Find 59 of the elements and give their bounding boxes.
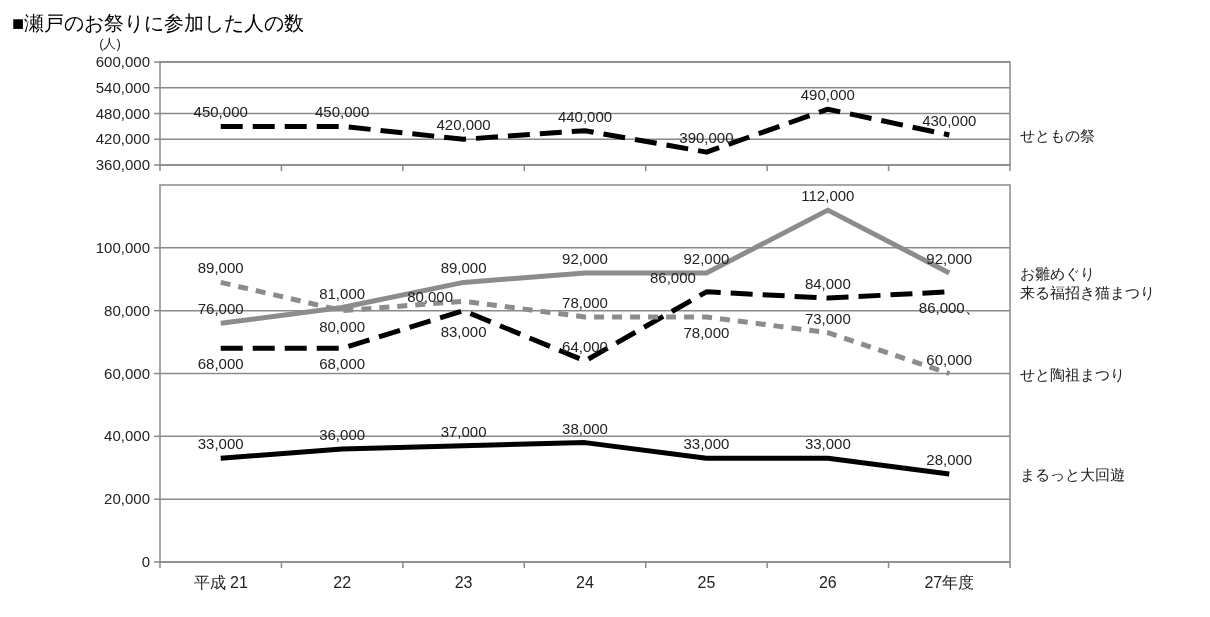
y-tick-label: 0	[141, 553, 150, 570]
y-tick-label: 540,000	[95, 78, 150, 96]
text: 来る福招き猫まつり	[1020, 283, 1155, 301]
data-label: 490,000	[800, 86, 855, 104]
data-label: 440,000	[557, 107, 613, 125]
data-label: 92,000	[683, 249, 730, 267]
x-tick-label: 24	[576, 574, 594, 591]
y-tick-label: 60,000	[104, 364, 150, 382]
text: まるっと大回遊	[1020, 466, 1125, 484]
text: せと陶祖まつり	[1020, 365, 1125, 383]
data-label: 78,000	[562, 293, 608, 311]
data-label: 38,000	[562, 419, 608, 437]
data-label: 86,000、	[918, 298, 980, 316]
text: せともの祭	[1020, 126, 1095, 144]
y-tick-label: 360,000	[95, 156, 150, 173]
data-label: 33,000	[683, 435, 730, 453]
data-label: 450,000	[193, 103, 248, 121]
x-tick-label: 23	[454, 574, 473, 591]
data-label: 36,000	[319, 425, 366, 443]
data-label: 80,000	[319, 317, 366, 335]
data-label: 430,000	[922, 111, 977, 129]
data-label: 420,000	[436, 116, 491, 134]
y-tick-label: 80,000	[104, 301, 150, 319]
data-label: 112,000	[801, 187, 855, 205]
y-axis-title: (人)	[99, 36, 121, 51]
data-label: 86,000	[649, 268, 696, 286]
data-label: 84,000	[804, 275, 851, 293]
y-tick-label: 480,000	[95, 104, 150, 122]
y-tick-label: 100,000	[95, 238, 150, 256]
x-tick-label: 25	[697, 574, 716, 591]
data-label: 76,000	[197, 300, 244, 318]
x-tick-label: 27年度	[924, 574, 975, 591]
data-label: 89,000	[440, 259, 487, 277]
data-label: 390,000	[679, 129, 734, 147]
data-label: 83,000	[440, 323, 487, 341]
data-label: 68,000	[197, 355, 244, 373]
data-label: 92,000	[926, 249, 973, 267]
data-label: 450,000	[315, 103, 370, 121]
data-label: 28,000	[926, 451, 973, 469]
y-tick-label: 420,000	[95, 130, 150, 148]
data-label: 80,000	[407, 287, 454, 305]
y-tick-label: 20,000	[104, 490, 150, 508]
text: お雛めぐり	[1020, 264, 1095, 282]
data-label: 89,000	[197, 259, 244, 277]
x-tick-label: 26	[818, 574, 837, 591]
chart-title: ■瀬戸のお祭りに参加した人の数	[12, 12, 305, 34]
x-tick-label: 22	[333, 574, 352, 591]
data-label: 60,000	[926, 350, 973, 368]
data-label: 33,000	[197, 435, 244, 453]
y-tick-label: 40,000	[104, 427, 150, 445]
y-tick-label: 600,000	[95, 53, 150, 70]
data-label: 73,000	[804, 309, 851, 327]
data-label: 37,000	[440, 422, 487, 440]
data-label: 92,000	[562, 249, 608, 267]
data-label: 68,000	[319, 355, 366, 373]
data-label: 78,000	[683, 323, 730, 341]
data-label: 33,000	[804, 435, 851, 453]
x-tick-label: 平成 21	[193, 574, 248, 591]
data-label: 81,000	[319, 284, 366, 302]
